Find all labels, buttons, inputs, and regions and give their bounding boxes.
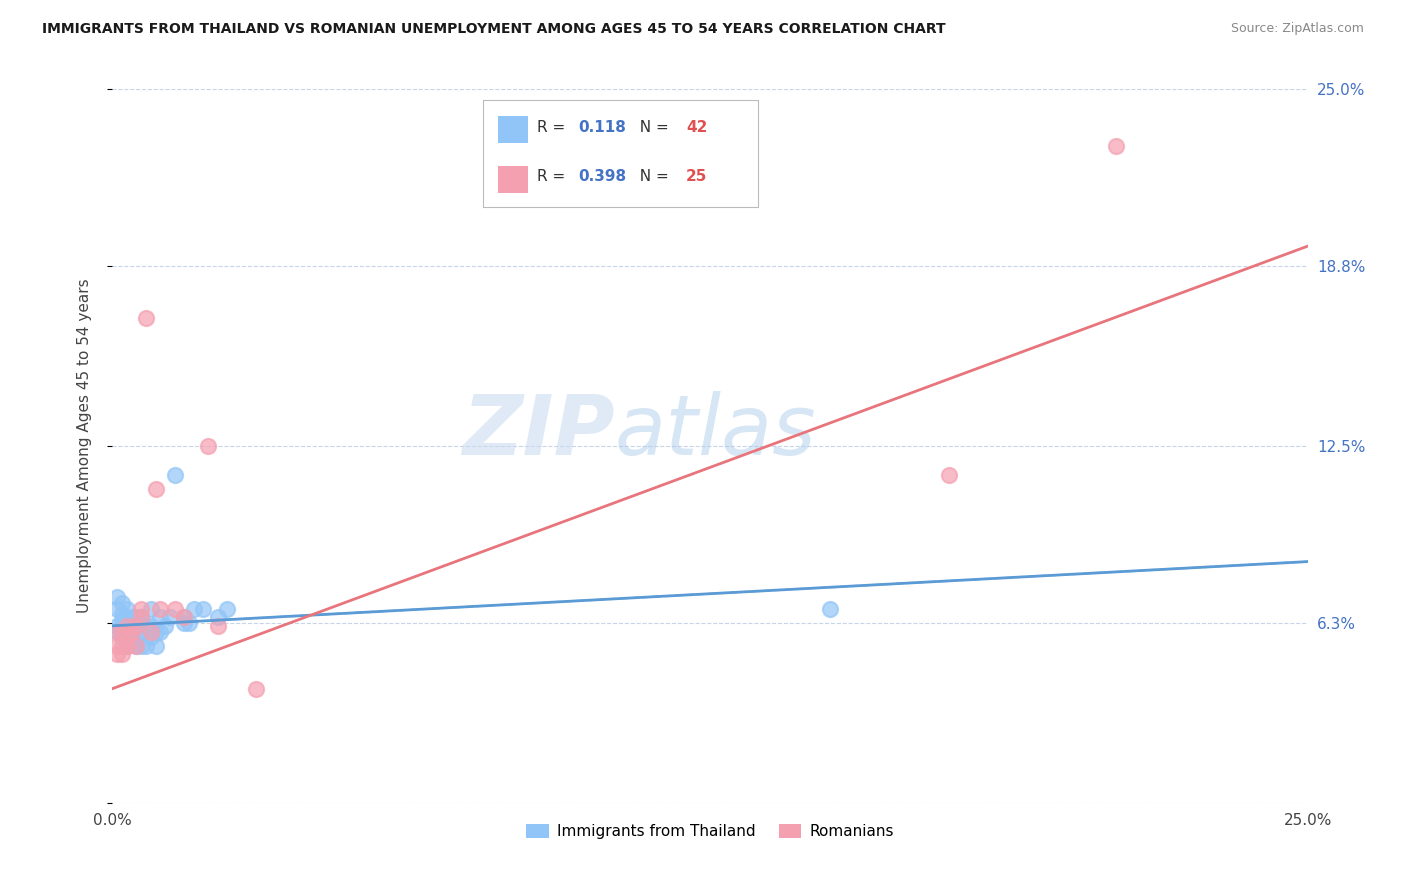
Point bbox=[139, 630, 162, 644]
FancyBboxPatch shape bbox=[484, 100, 758, 207]
Point bbox=[125, 619, 148, 633]
Point bbox=[139, 619, 162, 633]
Point bbox=[111, 607, 134, 622]
FancyBboxPatch shape bbox=[499, 166, 529, 193]
Text: ZIP: ZIP bbox=[461, 392, 614, 472]
Point bbox=[173, 610, 195, 624]
Point bbox=[115, 639, 138, 653]
Point bbox=[111, 613, 134, 627]
Point bbox=[129, 601, 152, 615]
Text: 42: 42 bbox=[686, 120, 707, 135]
Point bbox=[121, 610, 143, 624]
Text: 0.398: 0.398 bbox=[579, 169, 627, 185]
Point bbox=[111, 630, 134, 644]
Point bbox=[125, 610, 148, 624]
Point bbox=[163, 467, 186, 482]
Point bbox=[125, 619, 148, 633]
Text: atlas: atlas bbox=[614, 392, 815, 472]
Point bbox=[115, 624, 138, 639]
Point bbox=[125, 630, 148, 644]
Point bbox=[245, 681, 267, 696]
Text: 0.118: 0.118 bbox=[579, 120, 627, 135]
Point bbox=[145, 482, 167, 496]
Point bbox=[121, 624, 143, 639]
Text: 25: 25 bbox=[686, 169, 707, 185]
Point bbox=[111, 624, 134, 639]
Point bbox=[129, 610, 152, 624]
Point bbox=[139, 624, 162, 639]
Point bbox=[153, 619, 176, 633]
Text: IMMIGRANTS FROM THAILAND VS ROMANIAN UNEMPLOYMENT AMONG AGES 45 TO 54 YEARS CORR: IMMIGRANTS FROM THAILAND VS ROMANIAN UNE… bbox=[42, 22, 946, 37]
Text: N =: N = bbox=[630, 120, 673, 135]
Point bbox=[115, 639, 138, 653]
Point bbox=[105, 601, 128, 615]
Point bbox=[1105, 139, 1128, 153]
Text: N =: N = bbox=[630, 169, 673, 185]
Point bbox=[115, 615, 138, 630]
Text: Source: ZipAtlas.com: Source: ZipAtlas.com bbox=[1230, 22, 1364, 36]
Point bbox=[135, 619, 157, 633]
Point bbox=[105, 591, 128, 605]
Point bbox=[217, 601, 239, 615]
Point bbox=[111, 639, 134, 653]
Point bbox=[129, 624, 152, 639]
FancyBboxPatch shape bbox=[499, 116, 529, 143]
Point bbox=[177, 615, 200, 630]
Point bbox=[115, 619, 138, 633]
Point bbox=[145, 639, 167, 653]
Point bbox=[139, 601, 162, 615]
Point bbox=[121, 630, 143, 644]
Point bbox=[115, 630, 138, 644]
Point bbox=[159, 610, 181, 624]
Point bbox=[183, 601, 205, 615]
Point bbox=[145, 624, 167, 639]
Point bbox=[105, 639, 128, 653]
Point bbox=[818, 601, 841, 615]
Point bbox=[193, 601, 215, 615]
Point bbox=[135, 639, 157, 653]
Point bbox=[115, 601, 138, 615]
Point bbox=[207, 619, 229, 633]
Point bbox=[163, 601, 186, 615]
Point bbox=[173, 610, 195, 624]
Text: R =: R = bbox=[537, 120, 569, 135]
Point bbox=[105, 648, 128, 662]
Point bbox=[938, 467, 960, 482]
Point bbox=[105, 619, 128, 633]
Point bbox=[129, 610, 152, 624]
Point bbox=[111, 648, 134, 662]
Point bbox=[149, 610, 172, 624]
Point bbox=[149, 624, 172, 639]
Point bbox=[125, 639, 148, 653]
Point bbox=[111, 619, 134, 633]
Point bbox=[149, 601, 172, 615]
Point bbox=[105, 624, 128, 639]
Y-axis label: Unemployment Among Ages 45 to 54 years: Unemployment Among Ages 45 to 54 years bbox=[77, 278, 91, 614]
Point bbox=[207, 610, 229, 624]
Point bbox=[105, 624, 128, 639]
Point bbox=[111, 596, 134, 610]
Point bbox=[173, 615, 195, 630]
Legend: Immigrants from Thailand, Romanians: Immigrants from Thailand, Romanians bbox=[520, 818, 900, 845]
Text: R =: R = bbox=[537, 169, 569, 185]
Point bbox=[129, 639, 152, 653]
Point bbox=[197, 439, 219, 453]
Point bbox=[135, 310, 157, 325]
Point bbox=[125, 639, 148, 653]
